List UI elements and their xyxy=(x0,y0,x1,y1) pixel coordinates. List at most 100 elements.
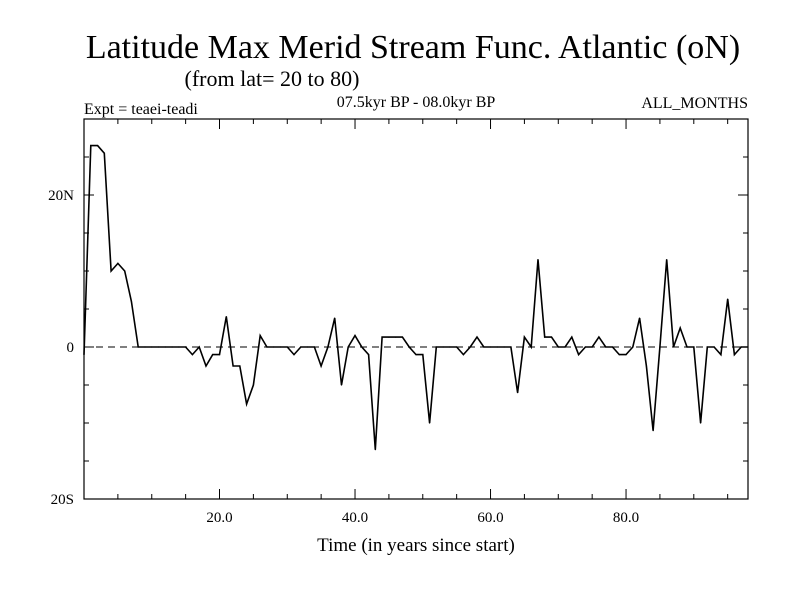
y-tick-label: 0 xyxy=(67,340,75,356)
data-point xyxy=(693,346,695,348)
data-point xyxy=(523,336,526,338)
experiment-label: Expt = teaei-teadi xyxy=(84,101,198,118)
data-point xyxy=(300,346,302,348)
data-point xyxy=(144,346,146,348)
data-point xyxy=(449,346,451,348)
y-tick-label: 20N xyxy=(48,188,74,204)
data-point xyxy=(306,346,309,348)
data-point xyxy=(327,346,329,348)
data-point xyxy=(679,327,681,329)
data-point xyxy=(428,422,431,424)
data-point xyxy=(564,346,566,348)
data-point xyxy=(483,346,485,348)
data-point xyxy=(218,354,221,356)
x-tick-label: 80.0 xyxy=(613,510,639,526)
data-point xyxy=(537,259,539,261)
data-point xyxy=(496,346,498,348)
data-point xyxy=(476,336,478,338)
data-point xyxy=(442,346,444,348)
data-point xyxy=(652,430,654,432)
data-point xyxy=(171,346,173,348)
data-point xyxy=(320,365,322,367)
data-point xyxy=(124,270,126,272)
data-point xyxy=(395,336,397,338)
period-label: 07.5kyr BP - 08.0kyr BP xyxy=(337,94,496,111)
data-point xyxy=(557,346,559,348)
data-point xyxy=(727,298,729,300)
data-point xyxy=(571,336,573,338)
data-point xyxy=(530,346,532,348)
data-point xyxy=(584,346,586,348)
data-point xyxy=(340,384,343,386)
data-point xyxy=(611,346,614,348)
data-point xyxy=(469,346,471,348)
data-point xyxy=(388,336,390,338)
data-point xyxy=(401,336,404,338)
months-label: ALL_MONTHS xyxy=(641,95,748,112)
data-point xyxy=(415,354,417,356)
x-tick-label: 60.0 xyxy=(477,510,503,526)
plot-frame xyxy=(83,118,749,500)
data-point xyxy=(517,392,519,394)
data-point xyxy=(279,346,282,348)
data-point xyxy=(367,354,370,356)
data-point xyxy=(334,317,336,319)
data-point xyxy=(232,365,234,367)
data-point xyxy=(354,335,356,337)
data-point xyxy=(164,346,166,348)
data-point xyxy=(706,346,708,348)
data-point xyxy=(435,346,437,348)
series-line xyxy=(83,144,748,450)
data-point xyxy=(374,449,376,451)
data-point xyxy=(456,346,458,348)
data-point xyxy=(130,300,133,302)
data-point xyxy=(381,336,383,338)
data-point xyxy=(286,346,288,348)
data-point xyxy=(638,317,641,319)
data-point xyxy=(137,346,139,348)
data-point xyxy=(90,145,92,147)
data-point xyxy=(618,354,620,356)
data-point xyxy=(361,346,363,348)
data-point xyxy=(198,346,200,348)
chart-subtitle: (from lat= 20 to 80) xyxy=(185,66,360,91)
data-series xyxy=(83,144,749,451)
data-point xyxy=(266,346,268,348)
data-point xyxy=(185,346,187,348)
data-point xyxy=(578,354,580,356)
data-point xyxy=(293,354,295,356)
data-point xyxy=(110,270,112,272)
data-point xyxy=(645,365,647,367)
x-axis-label: Time (in years since start) xyxy=(317,535,515,556)
data-point xyxy=(239,365,241,367)
data-point xyxy=(347,346,349,348)
x-tick-label: 20.0 xyxy=(206,510,232,526)
data-point xyxy=(462,354,465,356)
data-point xyxy=(157,346,160,348)
y-tick-label: 20S xyxy=(51,492,74,508)
data-point xyxy=(591,346,593,348)
data-point xyxy=(422,354,424,356)
data-point xyxy=(699,422,702,424)
x-tick-label: 40.0 xyxy=(342,510,368,526)
data-point xyxy=(96,145,99,147)
data-point xyxy=(83,354,85,356)
data-point xyxy=(205,365,207,367)
y-tick-labels: 20N 0 20S xyxy=(48,188,74,508)
data-point xyxy=(151,346,153,348)
data-point xyxy=(720,354,722,356)
data-point xyxy=(503,346,505,348)
data-point xyxy=(178,346,180,348)
data-point xyxy=(747,346,749,348)
data-point xyxy=(544,336,546,338)
data-point xyxy=(510,346,512,348)
data-point xyxy=(489,346,492,348)
data-point xyxy=(313,346,315,348)
data-point xyxy=(273,346,275,348)
data-point xyxy=(550,336,553,338)
data-point xyxy=(605,346,607,348)
data-point xyxy=(225,316,227,318)
data-point xyxy=(259,335,261,337)
plot-axes xyxy=(83,118,749,500)
data-point xyxy=(408,346,410,348)
